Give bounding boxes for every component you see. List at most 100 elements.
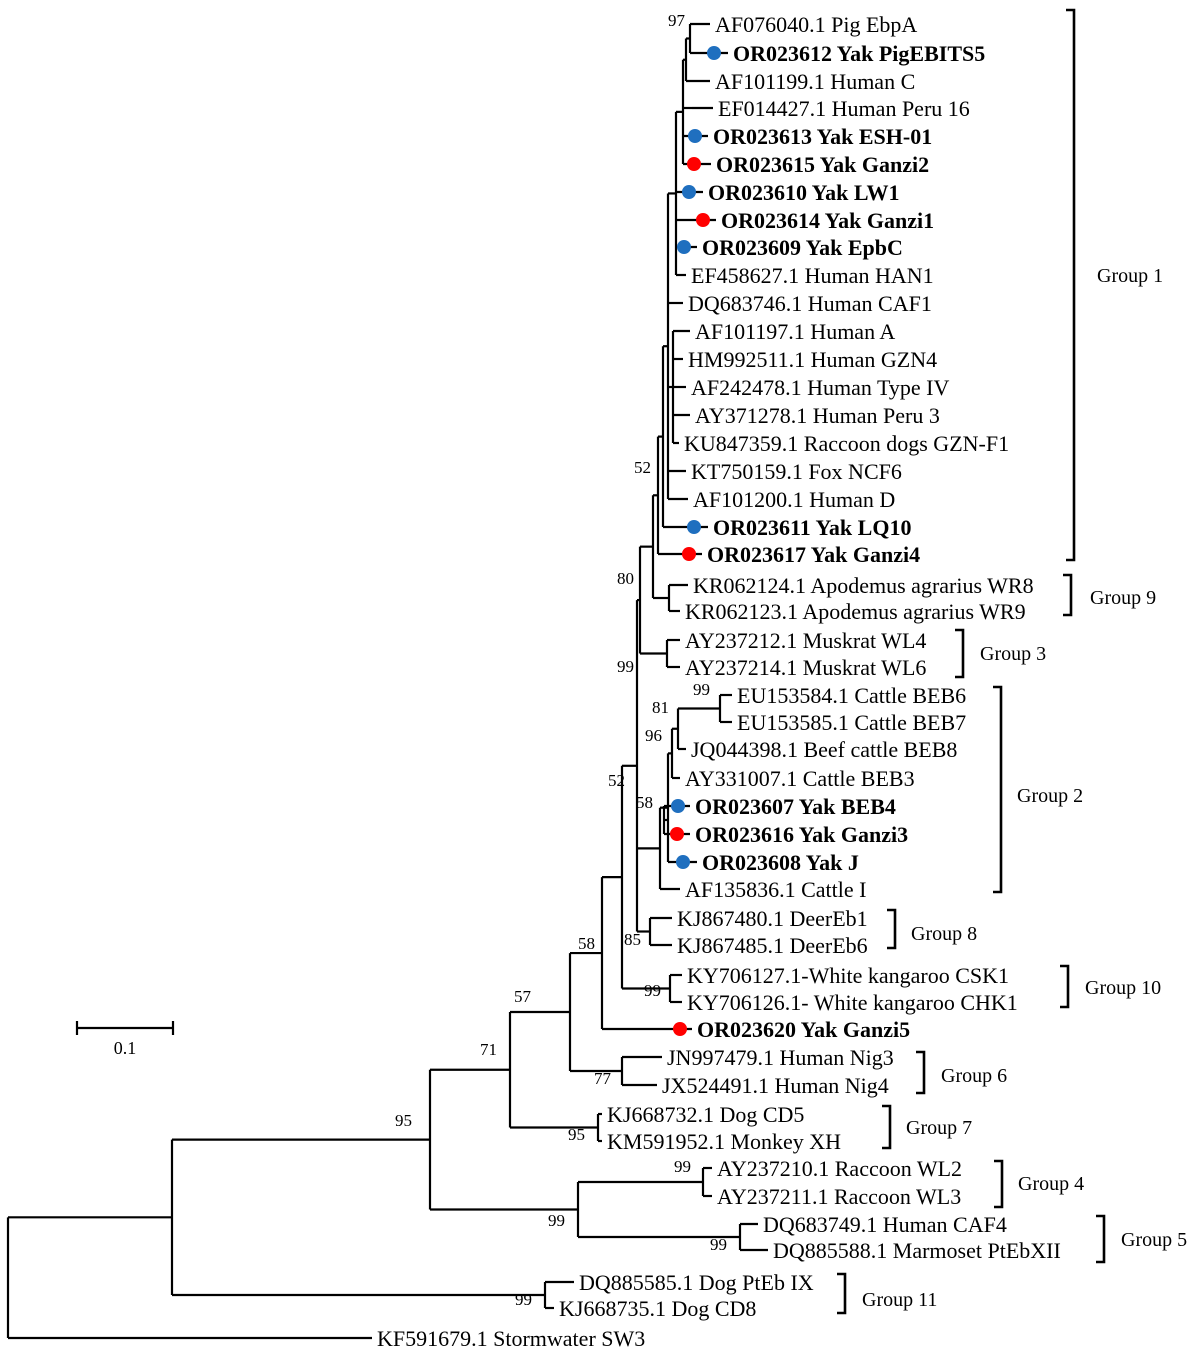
taxon-label-t11: DQ683746.1 Human CAF1 xyxy=(688,291,932,316)
taxon-label-t24: AY237214.1 Muskrat WL6 xyxy=(685,655,926,680)
group-label-g3: Group 3 xyxy=(980,643,1046,665)
group-label-g7: Group 7 xyxy=(906,1117,972,1139)
taxon-label-t37: OR023620 Yak Ganzi5 xyxy=(697,1017,910,1042)
taxon-labels: AF076040.1 Pig EbpA OR023612 Yak PigEBITS… xyxy=(377,12,1061,1351)
taxon-label-t32: AF135836.1 Cattle I xyxy=(685,877,867,902)
marker-red-t20 xyxy=(682,547,696,561)
bootstrap-b81: 81 xyxy=(652,698,669,717)
taxon-label-t41: KM591952.1 Monkey XH xyxy=(607,1129,841,1154)
bootstrap-b58a: 58 xyxy=(636,793,653,812)
bracket-g10 xyxy=(1060,964,1070,1009)
bootstrap-b99g: 99 xyxy=(515,1290,532,1309)
taxon-label-t40: KJ668732.1 Dog CD5 xyxy=(607,1102,804,1127)
marker-blue-t29 xyxy=(671,799,685,813)
taxon-label-t12: AF101197.1 Human A xyxy=(695,319,895,344)
bootstrap-b80: 80 xyxy=(617,569,634,588)
bracket-g2 xyxy=(993,685,1003,894)
marker-blue-t5 xyxy=(688,129,702,143)
taxon-label-t27: JQ044398.1 Beef cattle BEB8 xyxy=(691,737,957,762)
taxon-label-t6: OR023615 Yak Ganzi2 xyxy=(716,152,929,177)
taxon-label-t23: AY237212.1 Muskrat WL4 xyxy=(685,628,926,653)
group-brackets: Group 1 Group 9 Group 3 Group 2 Group 8 Group… xyxy=(837,8,1187,1315)
marker-blue-t31 xyxy=(676,855,690,869)
group-label-g10: Group 10 xyxy=(1085,977,1161,999)
marker-red-t8 xyxy=(696,213,710,227)
taxon-label-t21: KR062124.1 Apodemus agrarius WR8 xyxy=(693,573,1034,598)
taxon-label-t3: AF101199.1 Human C xyxy=(715,69,915,94)
bracket-g6 xyxy=(916,1050,926,1095)
taxon-label-t39: JX524491.1 Human Nig4 xyxy=(662,1073,889,1098)
taxon-label-t17: KT750159.1 Fox NCF6 xyxy=(691,459,902,484)
bracket-g1 xyxy=(1066,8,1076,562)
bracket-g9 xyxy=(1063,573,1073,617)
marker-blue-t2 xyxy=(707,46,721,60)
group-label-g5: Group 5 xyxy=(1121,1229,1187,1251)
taxon-label-t30: OR023616 Yak Ganzi3 xyxy=(695,822,908,847)
taxon-label-t20: OR023617 Yak Ganzi4 xyxy=(707,542,920,567)
taxon-label-t4: EF014427.1 Human Peru 16 xyxy=(718,96,970,121)
taxon-label-t18: AF101200.1 Human D xyxy=(693,487,895,512)
taxon-label-t48: KF591679.1 Stormwater SW3 xyxy=(377,1326,645,1351)
bootstrap-b99d: 99 xyxy=(674,1157,691,1176)
taxon-label-t25: EU153584.1 Cattle BEB6 xyxy=(737,683,966,708)
bootstrap-b99f: 99 xyxy=(710,1235,727,1254)
taxon-label-t13: HM992511.1 Human GZN4 xyxy=(688,347,937,372)
group-label-g2: Group 2 xyxy=(1017,785,1083,807)
taxon-label-t28: AY331007.1 Cattle BEB3 xyxy=(685,766,915,791)
taxon-label-t43: AY237211.1 Raccoon WL3 xyxy=(717,1184,961,1209)
bracket-g11 xyxy=(837,1272,847,1315)
taxon-label-t9: OR023609 Yak EpbC xyxy=(702,235,903,260)
taxon-label-t7: OR023610 Yak LW1 xyxy=(708,180,900,205)
taxon-label-t35: KY706127.1-White kangaroo CSK1 xyxy=(687,963,1009,988)
taxon-label-t45: DQ885588.1 Marmoset PtEbXII xyxy=(773,1238,1061,1263)
group-label-g11: Group 11 xyxy=(862,1289,937,1311)
bootstrap-b95b: 95 xyxy=(568,1125,585,1144)
bootstrap-b71: 71 xyxy=(480,1040,497,1059)
taxon-label-t14: AF242478.1 Human Type IV xyxy=(691,375,949,400)
bootstrap-values: 97 52 80 99 99 81 96 52 58 85 58 99 57 71 77 95 95 99 99 99… xyxy=(395,11,727,1309)
bootstrap-b77: 77 xyxy=(594,1069,612,1088)
bootstrap-b85: 85 xyxy=(624,930,641,949)
marker-blue-t7 xyxy=(682,185,696,199)
taxon-label-t34: KJ867485.1 DeerEb6 xyxy=(677,933,868,958)
bootstrap-b95a: 95 xyxy=(395,1111,412,1130)
taxon-label-t19: OR023611 Yak LQ10 xyxy=(713,515,911,540)
bootstrap-b99a: 99 xyxy=(617,657,634,676)
taxon-label-t44: DQ683749.1 Human CAF4 xyxy=(763,1212,1007,1237)
taxon-label-t26: EU153585.1 Cattle BEB7 xyxy=(737,710,966,735)
taxon-label-t15: AY371278.1 Human Peru 3 xyxy=(695,403,940,428)
bracket-g3 xyxy=(955,628,965,679)
taxon-label-t29: OR023607 Yak BEB4 xyxy=(695,794,896,819)
taxon-label-t1: AF076040.1 Pig EbpA xyxy=(715,12,917,37)
group-label-g6: Group 6 xyxy=(941,1065,1007,1087)
bootstrap-b52a: 52 xyxy=(634,458,651,477)
tree-branches xyxy=(6,22,768,1340)
marker-blue-t19 xyxy=(687,520,701,534)
bracket-g8 xyxy=(887,908,897,950)
bootstrap-b96: 96 xyxy=(645,726,662,745)
bootstrap-b58b: 58 xyxy=(578,934,595,953)
bracket-g5 xyxy=(1096,1214,1106,1264)
bootstrap-b57: 57 xyxy=(514,987,532,1006)
taxon-markers xyxy=(670,46,721,1036)
taxon-label-t38: JN997479.1 Human Nig3 xyxy=(667,1045,894,1070)
marker-red-t6 xyxy=(687,157,701,171)
marker-blue-t9 xyxy=(677,240,691,254)
scale-bar-label: 0.1 xyxy=(114,1038,137,1058)
taxon-label-t46: DQ885585.1 Dog PtEb IX xyxy=(579,1270,814,1295)
bootstrap-b99c: 99 xyxy=(644,981,661,1000)
taxon-label-t5: OR023613 Yak ESH-01 xyxy=(713,124,932,149)
taxon-label-t42: AY237210.1 Raccoon WL2 xyxy=(717,1156,962,1181)
group-label-g4: Group 4 xyxy=(1018,1173,1084,1195)
bootstrap-b99b: 99 xyxy=(693,680,710,699)
taxon-label-t22: KR062123.1 Apodemus agrarius WR9 xyxy=(685,599,1026,624)
bracket-g4 xyxy=(994,1159,1004,1209)
taxon-label-t2: OR023612 Yak PigEBITS5 xyxy=(733,41,985,66)
scale-bar: 0.1 xyxy=(75,1021,175,1058)
taxon-label-t8: OR023614 Yak Ganzi1 xyxy=(721,208,934,233)
taxon-label-t36: KY706126.1- White kangaroo CHK1 xyxy=(687,990,1018,1015)
group-label-g8: Group 8 xyxy=(911,923,977,945)
marker-red-t37 xyxy=(673,1022,687,1036)
bootstrap-b99e: 99 xyxy=(548,1211,565,1230)
